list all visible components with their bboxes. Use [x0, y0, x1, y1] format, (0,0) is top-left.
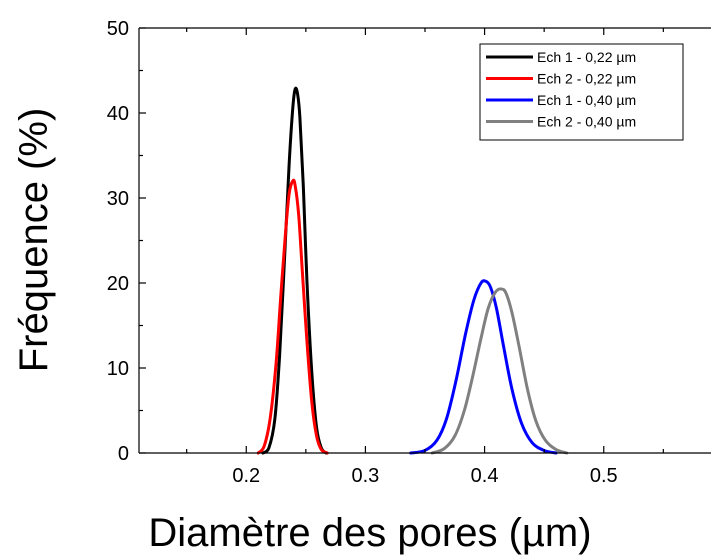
legend-label: Ech 2 - 0,40 µm: [537, 114, 636, 130]
y-tick-label: 30: [107, 188, 129, 210]
y-tick-label: 50: [107, 18, 129, 40]
plot-lines: [256, 86, 569, 455]
axes: 0.2 0.3 0.4 0.5 0 10 20 30 40 50: [107, 18, 711, 487]
x-tick-label: 0.5: [590, 465, 618, 487]
y-tick-label: 10: [107, 358, 129, 380]
legend-label: Ech 1 - 0,40 µm: [537, 92, 636, 108]
x-tick-label: 0.3: [352, 465, 380, 487]
legend-label: Ech 1 - 0,22 µm: [537, 49, 636, 65]
y-tick-label: 20: [107, 273, 129, 295]
y-tick-label: 0: [118, 443, 129, 465]
legend-label: Ech 2 - 0,22 µm: [537, 71, 636, 87]
series-line-4: [430, 287, 569, 455]
y-tick-label: 40: [107, 103, 129, 125]
x-tick-label: 0.4: [471, 465, 499, 487]
x-axis-title: Diamètre des pores (µm): [148, 511, 591, 555]
series-line-3: [409, 279, 558, 455]
series-line-2: [256, 178, 329, 455]
legend-box: [479, 43, 684, 141]
series-line-1: [261, 86, 328, 455]
y-axis-title: Fréquence (%): [12, 108, 56, 373]
legend: Ech 1 - 0,22 µm Ech 2 - 0,22 µm Ech 1 - 0,…: [479, 43, 684, 141]
x-tick-label: 0.2: [232, 465, 260, 487]
